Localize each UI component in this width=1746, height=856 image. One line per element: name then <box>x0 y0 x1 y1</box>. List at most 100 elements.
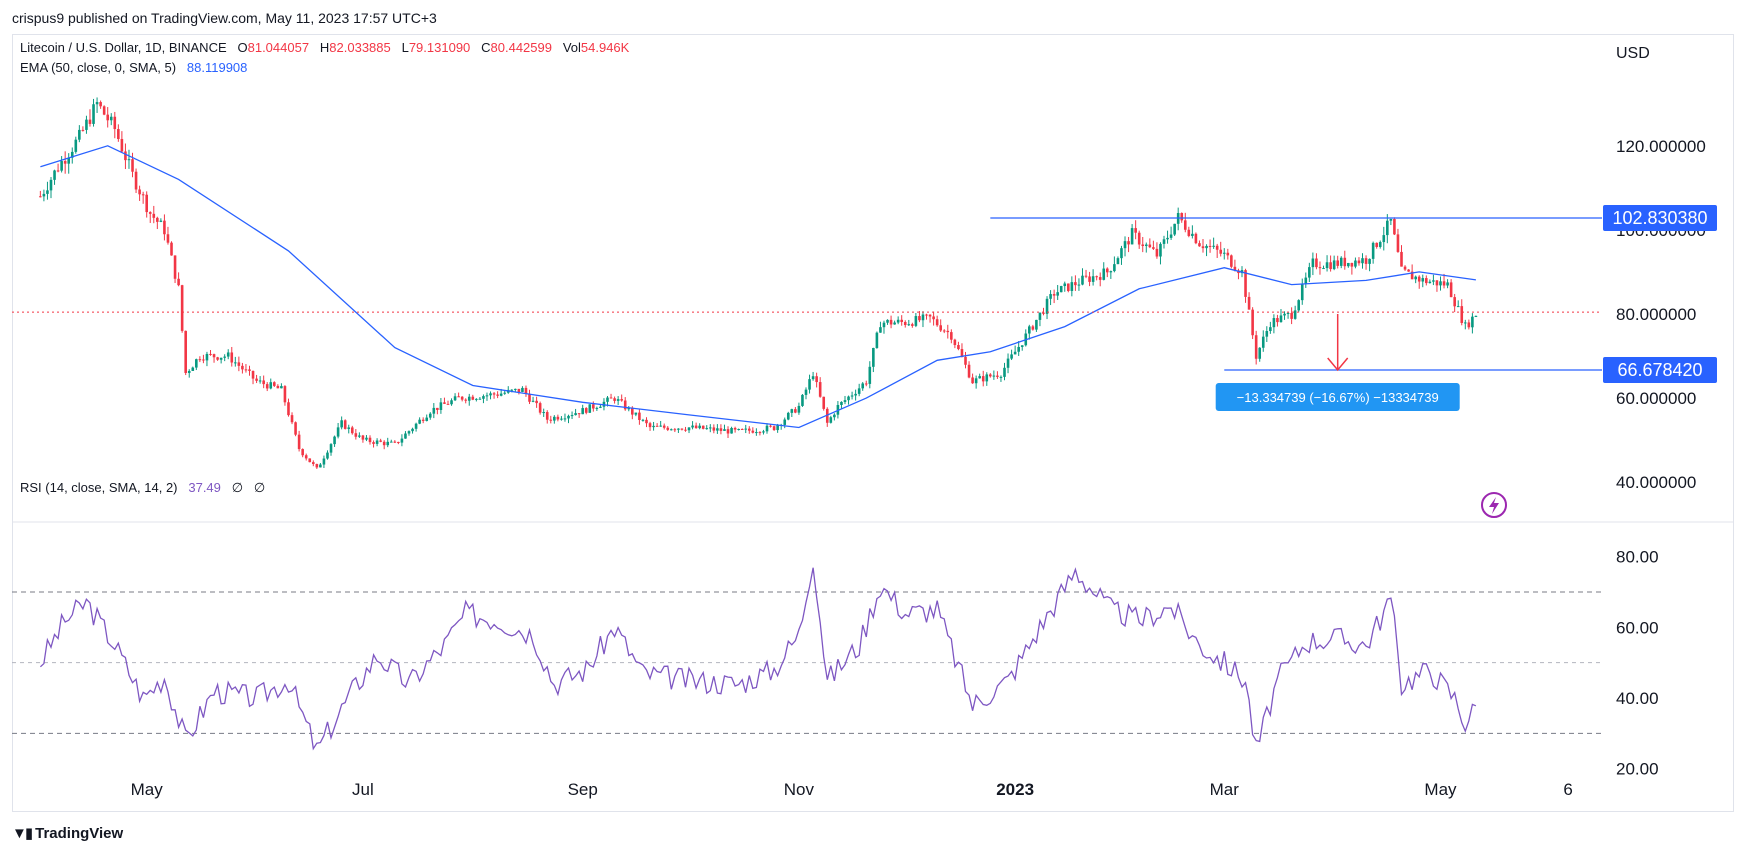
candle-body <box>1311 258 1315 268</box>
candle-body <box>131 159 134 172</box>
candle-body <box>1283 313 1286 316</box>
candle-body <box>1130 228 1134 245</box>
candle-body <box>521 387 524 392</box>
time-tick-label: Mar <box>1210 780 1240 799</box>
candle-body <box>255 378 258 381</box>
candle-body <box>1205 245 1208 249</box>
candle-body <box>730 427 733 434</box>
lightning-icon[interactable] <box>1481 492 1507 518</box>
candle-body <box>212 354 216 358</box>
candle-body <box>1258 347 1262 359</box>
candle-body <box>1389 218 1393 221</box>
candle-body <box>1325 262 1329 269</box>
candle-body <box>801 394 804 406</box>
candle-body <box>553 416 556 421</box>
candle-body <box>453 396 457 401</box>
candle-body <box>1467 322 1471 328</box>
candle-body <box>1123 241 1127 249</box>
candle-body <box>1414 276 1417 280</box>
price-tick-label: 40.000000 <box>1616 473 1696 492</box>
rsi-tick-label: 60.00 <box>1616 618 1659 637</box>
candle-body <box>1074 282 1077 286</box>
candle-body <box>645 419 648 424</box>
candle-body <box>680 428 684 430</box>
tradingview-brand-text: TradingView <box>35 824 124 842</box>
candle-body <box>148 212 152 214</box>
candle-body <box>301 449 304 456</box>
candle-body <box>1297 300 1301 311</box>
candle-body <box>81 129 85 131</box>
candle-body <box>843 400 847 402</box>
candle-body <box>538 403 542 413</box>
footer-brand[interactable]: ▼▮ TradingView <box>12 824 124 843</box>
candle-body <box>677 428 680 430</box>
candle-body <box>145 194 148 213</box>
candle-body <box>1116 258 1120 265</box>
chart-frame[interactable] <box>12 34 1734 812</box>
candle-body <box>1152 247 1155 249</box>
candle-body <box>117 129 120 139</box>
time-tick-label: May <box>131 780 164 799</box>
candle-body <box>808 379 811 390</box>
candle-body <box>744 428 748 430</box>
candle-body <box>673 429 677 431</box>
candle-body <box>251 370 255 379</box>
candle-body <box>627 407 631 410</box>
time-tick-label: Sep <box>568 780 598 799</box>
candle-body <box>531 400 535 402</box>
candle-body <box>857 388 861 394</box>
candle-body <box>886 319 889 323</box>
candle-body <box>971 377 974 384</box>
candle-body <box>510 389 514 391</box>
candle-body <box>88 119 92 124</box>
candle-body <box>276 385 280 389</box>
candle-body <box>262 380 265 385</box>
candle-body <box>53 170 56 180</box>
candle-body <box>42 193 46 197</box>
candle-body <box>833 414 836 418</box>
candle-body <box>1396 234 1400 252</box>
candle-body <box>1354 260 1357 267</box>
candle-body <box>1378 242 1382 247</box>
candle-body <box>478 398 482 400</box>
candle-body <box>560 418 563 420</box>
candle-body <box>570 415 574 417</box>
candle-body <box>191 367 195 371</box>
candle-body <box>1059 286 1063 293</box>
candle-body <box>1183 220 1187 230</box>
candle-body <box>1105 268 1109 273</box>
candle-body <box>1098 277 1102 280</box>
candle-body <box>1449 282 1453 298</box>
candle-body <box>216 357 219 360</box>
candle-body <box>822 396 826 409</box>
candle-body <box>758 432 762 434</box>
candle-body <box>457 396 460 398</box>
candle-body <box>1212 245 1215 247</box>
candle-body <box>85 119 88 130</box>
horizontal-lines[interactable]: 102.830380 66.678420 <box>990 204 1717 384</box>
candle-body <box>1045 298 1049 314</box>
candle-body <box>967 364 971 378</box>
candle-body <box>723 429 726 431</box>
candle-body <box>737 428 740 430</box>
open-value: 81.044057 <box>247 40 310 55</box>
measure-tool[interactable]: −13.334739 (−16.67%) −13334739 <box>1215 314 1460 412</box>
candle-body <box>1254 335 1258 359</box>
candle-body <box>450 400 453 405</box>
candle-body <box>1169 234 1173 238</box>
candle-body <box>914 316 918 326</box>
candle-body <box>719 428 723 431</box>
candle-body <box>847 396 850 401</box>
candle-body <box>556 416 560 420</box>
candle-body <box>109 116 113 121</box>
candle-body <box>584 408 588 413</box>
candle-body <box>765 425 769 432</box>
candle-body <box>205 353 209 361</box>
candle-body <box>900 319 904 322</box>
candle-body <box>322 458 326 465</box>
candle-body <box>535 400 538 404</box>
candle-body <box>960 349 964 357</box>
candle-body <box>265 384 269 389</box>
candle-body <box>46 190 49 194</box>
